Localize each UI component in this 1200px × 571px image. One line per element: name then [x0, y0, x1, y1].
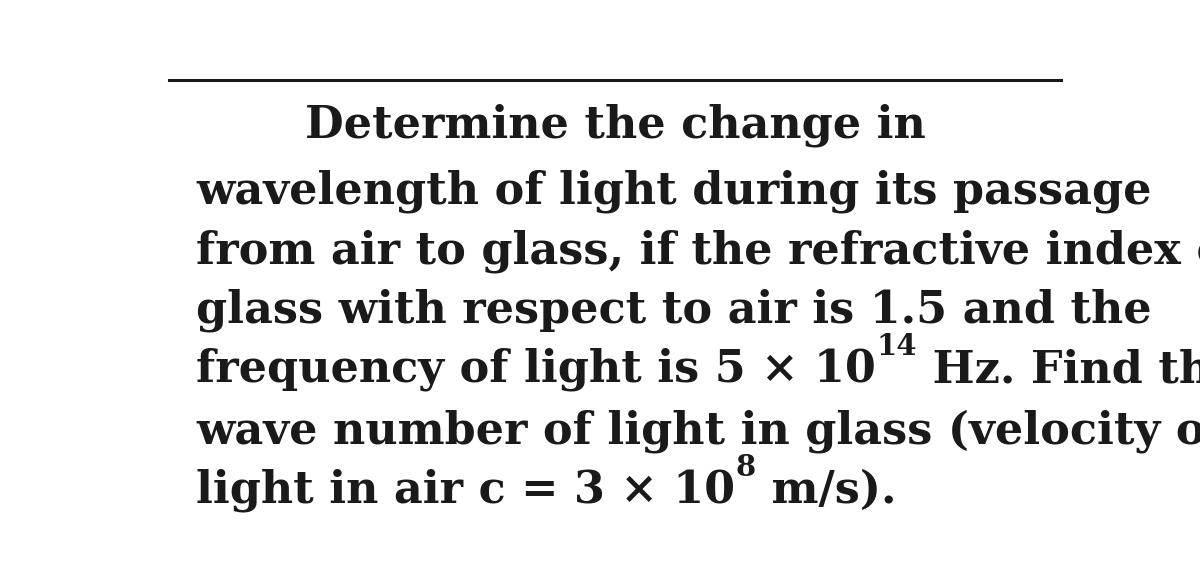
Text: Determine the change in: Determine the change in — [305, 104, 925, 147]
Text: Hz. Find the: Hz. Find the — [917, 348, 1200, 391]
Text: 14: 14 — [876, 332, 917, 361]
Text: 8: 8 — [736, 453, 756, 482]
Text: m/s).: m/s). — [756, 469, 896, 512]
Text: wave number of light in glass (velocity of: wave number of light in glass (velocity … — [197, 409, 1200, 453]
Text: glass with respect to air is 1.5 and the: glass with respect to air is 1.5 and the — [197, 288, 1152, 332]
Text: frequency of light is 5 × 10: frequency of light is 5 × 10 — [197, 348, 876, 392]
Text: light in air c = 3 × 10: light in air c = 3 × 10 — [197, 469, 736, 512]
Text: from air to glass, if the refractive index of: from air to glass, if the refractive ind… — [197, 229, 1200, 273]
Text: wavelength of light during its passage: wavelength of light during its passage — [197, 170, 1152, 214]
